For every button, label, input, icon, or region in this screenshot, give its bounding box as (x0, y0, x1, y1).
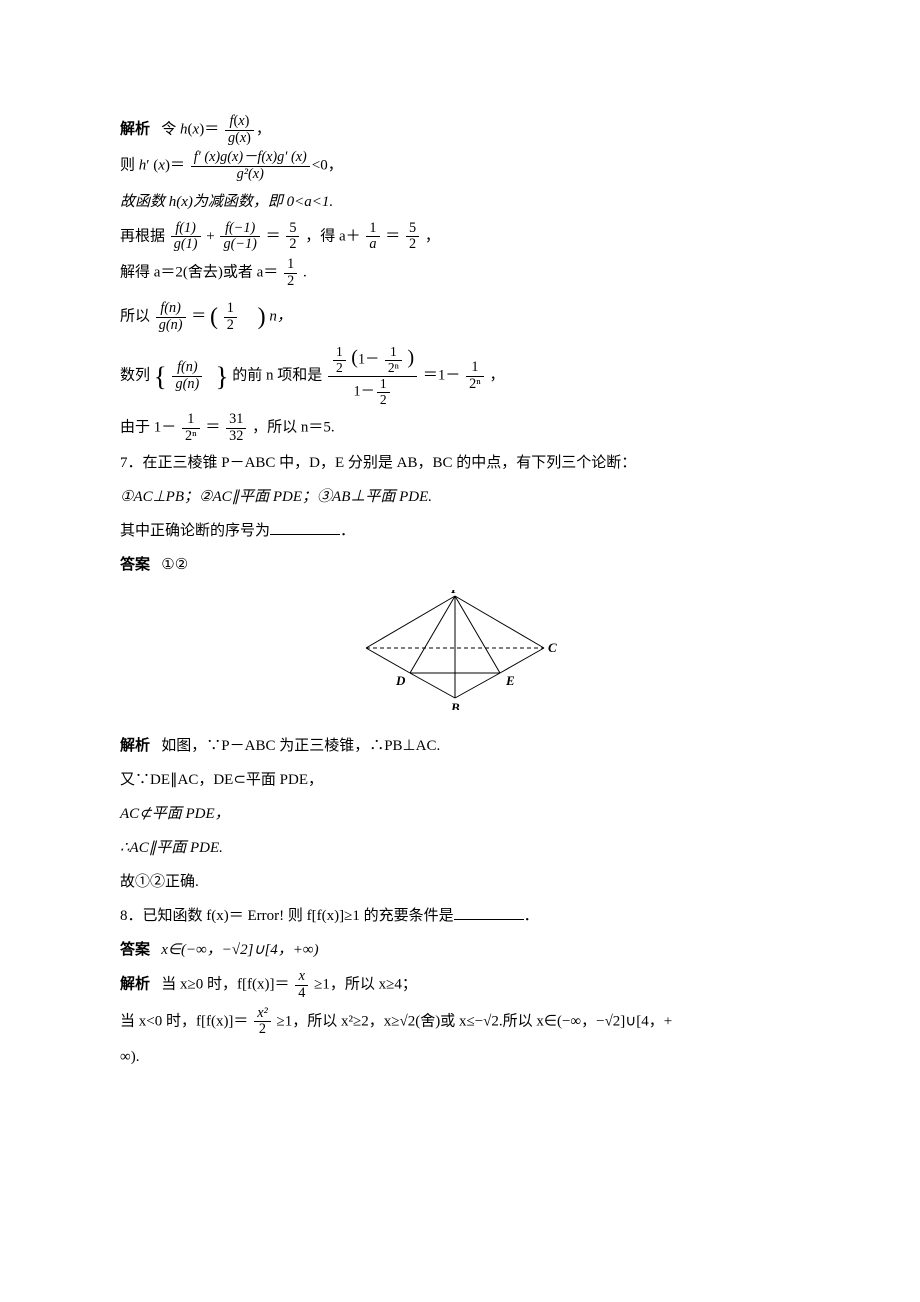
bracket-right: ) (258, 304, 266, 330)
fraction: 12 (224, 301, 237, 333)
svg-text:B: B (450, 700, 460, 710)
brace-right: } (215, 362, 228, 392)
fraction: f(n)g(n) (172, 360, 202, 392)
label-jiexi: 解析 (120, 122, 150, 138)
fraction: 3132 (226, 412, 246, 444)
sol6-line7: 数列 { f(n)g(n) } 的前 n 项和是 12 (1－ 12ⁿ ) 1－… (120, 345, 800, 408)
fraction: 12 (284, 257, 297, 289)
sol6-line6: 所以 f(n)g(n) ＝ ( 12 ) n， (120, 293, 800, 341)
q7-sol4: ∴AC∥平面 PDE. (120, 833, 800, 863)
sol6-line8: 由于 1－ 12ⁿ ＝ 3132 ，所以 n＝5. (120, 412, 800, 444)
fraction: f′ (x)g(x)－f(x)g′ (x) g²(x) (191, 150, 310, 182)
q7-sol2: 又∵DE∥AC，DE⊂平面 PDE， (120, 765, 800, 795)
fraction: f(−1)g(−1) (220, 221, 259, 253)
svg-text:C: C (548, 640, 557, 655)
fraction: f(n)g(n) (156, 301, 186, 333)
q8-sol3: ∞). (120, 1042, 800, 1072)
svg-text:A: A (360, 640, 361, 655)
svg-text:P: P (451, 590, 460, 596)
bracket-left: ( (210, 304, 218, 330)
svg-text:E: E (505, 673, 515, 688)
fraction: 52 (286, 221, 299, 253)
q7-stem: 7．在正三棱锥 P－ABC 中，D，E 分别是 AB，BC 的中点，有下列三个论… (120, 448, 800, 478)
fraction: 12ⁿ (466, 360, 484, 392)
sol6-line5: 解得 a＝2(舍去)或者 a＝ 12 . (120, 257, 800, 289)
q7-sol5: 故①②正确. (120, 867, 800, 897)
sol6-line1: 解析 令 h(x)＝ f(x) g(x) ， (120, 114, 800, 146)
label-daan: 答案 (120, 942, 150, 958)
sol6-line2: 则 h′ (x)＝ f′ (x)g(x)－f(x)g′ (x) g²(x) <0… (120, 150, 800, 182)
q7-sol1: 解析 如图，∵P－ABC 为正三棱锥，∴PB⊥AC. (120, 731, 800, 761)
fraction: x4 (295, 969, 308, 1001)
q7-answer: 答案 ①② (120, 550, 800, 580)
label-jiexi: 解析 (120, 738, 150, 754)
fraction: f(x) g(x) (225, 114, 254, 146)
sol6-line4: 再根据 f(1)g(1) + f(−1)g(−1) ＝ 52 ，得 a＋ 1a … (120, 221, 800, 253)
q7-options: ①AC⊥PB；②AC∥平面 PDE；③AB⊥平面 PDE. (120, 482, 800, 512)
q8-answer: 答案 x∈(−∞，−√2]∪[4，+∞) (120, 935, 800, 965)
q8-stem: 8．已知函数 f(x)＝ Error! 则 f[f(x)]≥1 的充要条件是． (120, 901, 800, 931)
svg-text:D: D (395, 673, 406, 688)
q7-diagram: P A C B D E (120, 590, 800, 721)
fraction: 12ⁿ (182, 412, 200, 444)
q7-ask: 其中正确论断的序号为． (120, 516, 800, 546)
fill-blank (270, 519, 340, 535)
fraction: x²2 (254, 1006, 271, 1038)
sol6-line3: 故函数 h(x)为减函数，即 0<a<1. (120, 187, 800, 217)
label-daan: 答案 (120, 557, 150, 573)
q8-sol1: 解析 当 x≥0 时，f[f(x)]＝ x4 ≥1，所以 x≥4； (120, 969, 800, 1001)
pyramid-diagram: P A C B D E (360, 590, 560, 710)
fill-blank (454, 904, 524, 920)
brace-left: { (154, 362, 167, 392)
fraction: 52 (406, 221, 419, 253)
fraction: f(1)g(1) (171, 221, 201, 253)
big-fraction: 12 (1－ 12ⁿ ) 1－12 (328, 345, 417, 408)
fraction: 1a (366, 221, 379, 253)
q8-sol2: 当 x<0 时，f[f(x)]＝ x²2 ≥1，所以 x²≥2，x≥√2(舍)或… (120, 1006, 800, 1038)
label-jiexi: 解析 (120, 977, 150, 993)
q7-sol3: AC⊄平面 PDE， (120, 799, 800, 829)
